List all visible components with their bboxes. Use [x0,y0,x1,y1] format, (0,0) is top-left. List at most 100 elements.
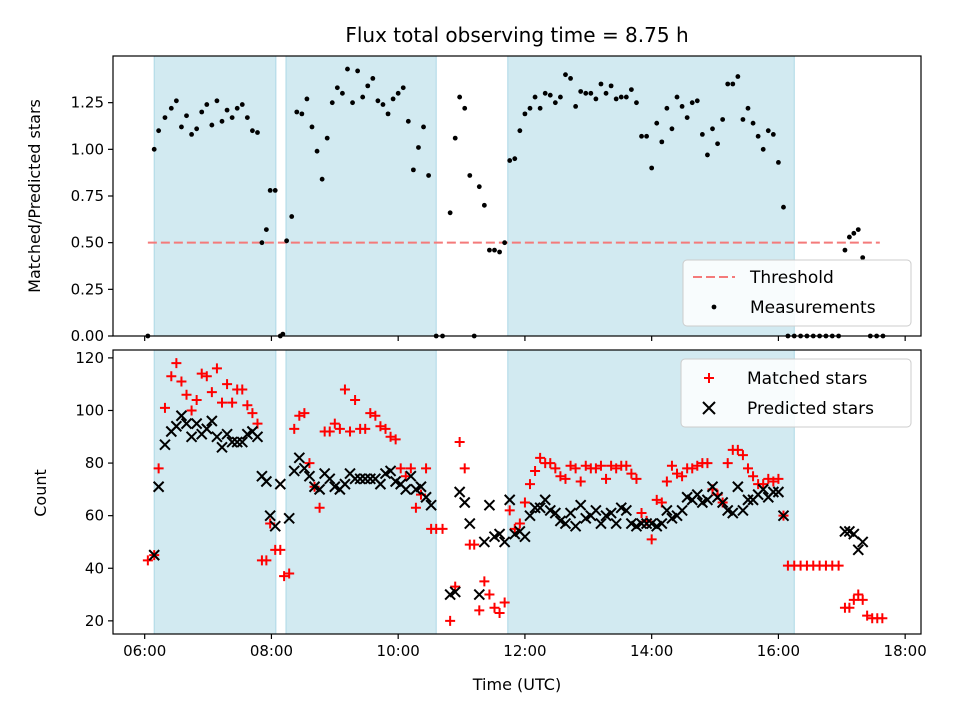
matched-star-point [261,555,272,566]
predicted-star-point [569,520,582,532]
measurement-point [421,124,426,130]
matched-star-point [474,605,485,616]
predicted-star-point [534,502,546,514]
predicted-star-point [190,417,203,430]
measurement-point [355,68,361,74]
x-tick-label: 12:00 [503,642,546,660]
matched-star-point [763,473,774,484]
predicted-star-point [742,494,754,506]
legend-box [680,358,912,428]
measurement-point [552,100,558,106]
measurement-point [289,214,295,219]
matched-star-point [171,358,182,369]
matched-star-point [550,463,561,474]
matched-star-point [857,594,868,605]
matched-star-point [545,458,556,469]
legend-matched-label: Matched stars [747,369,867,389]
measurement-point [365,83,371,89]
count-points [142,358,888,626]
measurement-point [309,124,315,130]
predicted-star-point [772,486,785,498]
matched-star-point [445,615,456,626]
matched-star-point [304,458,315,469]
matched-star-point [390,434,401,445]
axes-frame [112,349,922,635]
matched-star-point [611,463,622,474]
measurement-point [244,115,250,120]
measurement-point [151,146,157,152]
matched-star-point [646,534,657,545]
measurement-point [598,81,604,87]
matched-star-point [499,597,510,608]
measurement-point [603,90,609,96]
predicted-star-point [152,481,165,493]
predicted-star-point [727,507,739,519]
measurement-point [517,128,523,134]
measurement-point [725,81,731,87]
chart-title: Flux total observing time = 8.75 h [345,23,688,47]
measurement-point [481,202,487,208]
matched-star-point [626,468,637,479]
measurement-point [776,160,781,165]
matched-star-point [773,473,784,484]
legend-matched-swatch [704,373,714,383]
predicted-star-point [221,428,233,440]
matched-star-point [284,568,295,579]
matched-star-point [196,368,207,379]
measurement-point [204,102,210,107]
measurement-point [684,115,690,120]
x-tick-label: 14:00 [630,642,673,660]
y-tick-label: 1.00 [71,140,104,158]
measurement-point [319,176,325,182]
shaded-interval-0 [154,350,276,634]
predicted-star-point [303,470,316,482]
matched-star-point [524,479,535,490]
measurement-point [385,111,391,117]
predicted-star-point [400,483,412,496]
matched-star-point [279,571,290,582]
predicted-star-point [405,470,417,482]
matched-star-point [692,460,703,471]
predicted-star-point [374,478,387,490]
matched-star-point [758,479,769,490]
measurement-point [537,105,543,111]
matched-star-point [702,458,713,469]
measurement-point [426,173,431,178]
matched-star-point [237,384,248,395]
matched-star-point [575,476,586,487]
measurement-point [229,115,235,120]
matched-star-point [848,594,859,605]
matched-star-point [345,426,356,437]
predicted-star-point [449,586,461,598]
predicted-star-point [559,517,572,530]
predicted-star-point [148,549,160,561]
shaded-interval-0 [154,56,276,336]
measurement-point [502,240,508,246]
measurement-point [189,132,194,137]
matched-star-point [672,468,683,479]
measurement-point [720,117,726,122]
matched-star-point [437,523,448,534]
predicted-star-point [180,417,193,430]
matched-star-point [365,408,376,419]
measurement-point [659,139,665,145]
measurement-point [324,135,330,141]
measurement-point [224,107,230,113]
y-tick-label: 0.50 [71,234,104,252]
legend-threshold-label: Threshold [749,268,834,288]
matched-star-point [222,379,233,390]
predicted-star-point [170,420,183,432]
matched-star-point [877,613,888,624]
matched-star-point [494,607,505,618]
x-axis-label: Time (UTC) [472,675,561,694]
matched-star-point [469,539,480,550]
measurement-point [447,210,453,216]
bottom-y-axis-label: Count [31,469,50,517]
matched-star-point [631,473,642,484]
measurement-point [487,247,492,253]
measurement-point [639,133,644,139]
measurement-point [649,165,655,171]
matched-star-point [636,508,647,519]
matched-star-point [555,471,566,482]
matched-star-point [580,460,591,471]
